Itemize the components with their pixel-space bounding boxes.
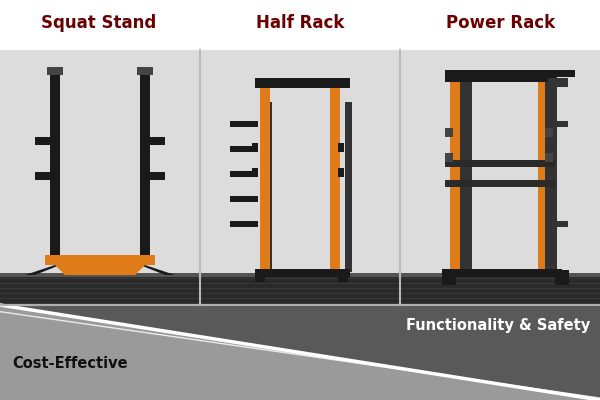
Bar xyxy=(400,275,600,305)
Bar xyxy=(338,168,344,177)
Text: Half Rack: Half Rack xyxy=(256,14,344,32)
Bar xyxy=(548,78,568,87)
Bar xyxy=(230,221,258,227)
Bar xyxy=(445,153,453,162)
Bar xyxy=(445,128,453,137)
Bar xyxy=(0,273,200,277)
Bar xyxy=(0,305,600,400)
Bar xyxy=(265,102,272,272)
Bar xyxy=(545,77,557,272)
Bar xyxy=(460,77,472,272)
Bar xyxy=(338,270,348,282)
Bar xyxy=(548,121,568,127)
Bar xyxy=(445,73,555,82)
Bar xyxy=(230,171,258,177)
Bar xyxy=(252,143,258,152)
Bar xyxy=(137,67,153,75)
Bar xyxy=(538,77,550,272)
Text: Power Rack: Power Rack xyxy=(446,14,556,32)
Bar xyxy=(555,270,569,285)
Bar xyxy=(0,50,200,275)
Bar xyxy=(50,70,60,265)
Bar xyxy=(400,273,600,277)
Text: Cost-Effective: Cost-Effective xyxy=(12,356,128,371)
Polygon shape xyxy=(55,265,145,275)
Bar xyxy=(45,255,155,265)
Bar xyxy=(338,143,344,152)
Bar xyxy=(0,275,200,305)
Bar xyxy=(330,82,340,272)
Bar xyxy=(230,146,258,152)
Bar xyxy=(400,50,600,275)
Bar xyxy=(255,80,350,88)
Bar xyxy=(545,153,553,162)
Bar xyxy=(345,102,352,272)
Bar xyxy=(140,70,150,265)
Bar xyxy=(442,269,562,277)
Bar xyxy=(442,270,456,285)
Bar xyxy=(200,273,400,277)
Bar xyxy=(252,168,258,177)
Bar xyxy=(230,196,258,202)
Bar xyxy=(545,128,553,137)
Text: Squat Stand: Squat Stand xyxy=(41,14,157,32)
Polygon shape xyxy=(25,265,60,275)
Bar xyxy=(47,67,63,75)
Polygon shape xyxy=(140,265,175,275)
Bar xyxy=(450,77,462,272)
Polygon shape xyxy=(0,305,600,400)
Bar xyxy=(445,70,575,77)
Bar xyxy=(445,180,555,187)
Bar xyxy=(255,78,350,87)
Text: Functionality & Safety: Functionality & Safety xyxy=(406,318,590,333)
Bar xyxy=(150,172,165,180)
Bar xyxy=(35,137,50,145)
Bar xyxy=(255,269,350,277)
Bar xyxy=(255,270,265,282)
Bar xyxy=(35,172,50,180)
Bar xyxy=(230,121,258,127)
Bar xyxy=(200,50,400,275)
Bar xyxy=(150,137,165,145)
Bar xyxy=(548,221,568,227)
Bar xyxy=(200,275,400,305)
Bar xyxy=(445,160,555,167)
Bar xyxy=(260,82,270,272)
